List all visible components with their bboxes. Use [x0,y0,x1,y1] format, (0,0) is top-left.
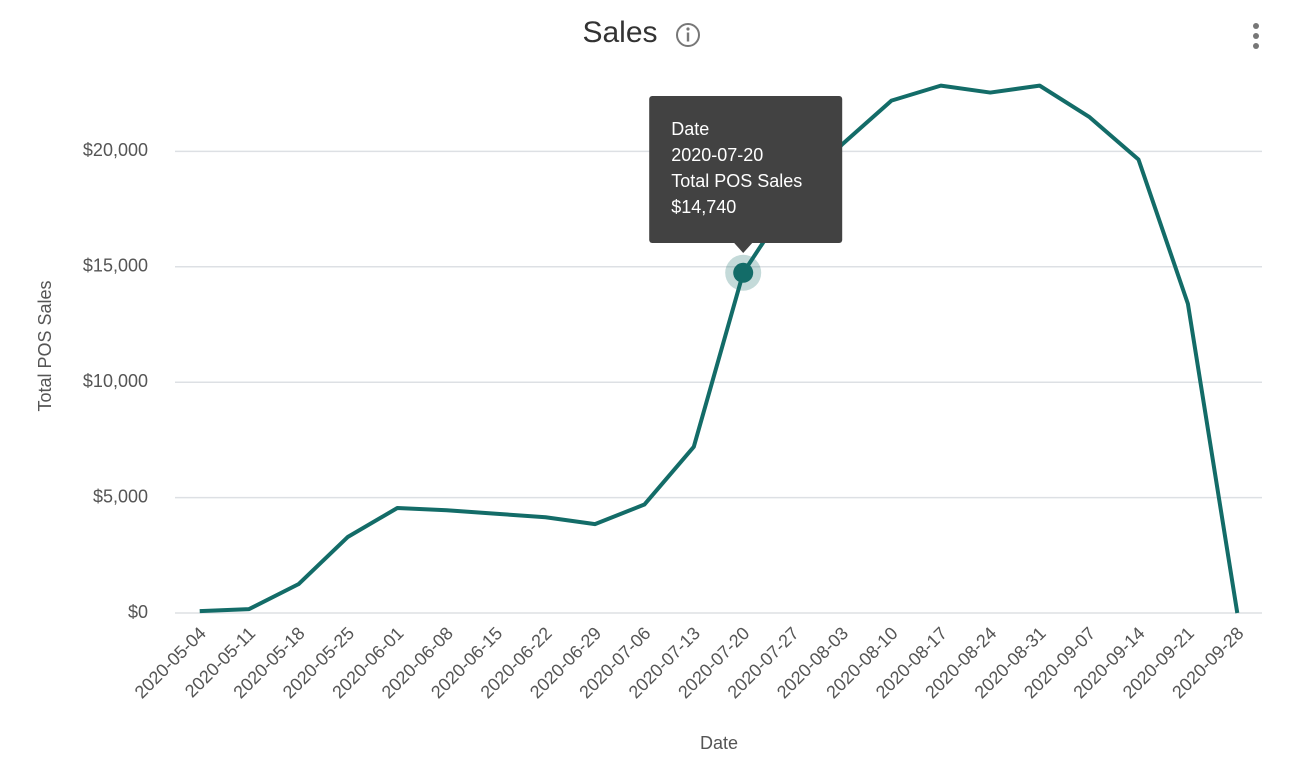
tooltip: Date 2020-07-20 Total POS Sales $14,740 [649,96,843,253]
y-tick-label: $10,000 [83,371,148,391]
tooltip-text: 2020-07-20 [671,145,763,165]
y-axis-title: Total POS Sales [35,280,55,411]
menu-button[interactable] [1253,23,1259,49]
info-bar [686,32,690,42]
menu-dot [1253,33,1259,39]
info-circle [676,23,700,47]
line-series [199,83,1240,614]
info-dot [686,27,690,31]
y-tick-label: $0 [128,602,148,622]
y-tick-label: $15,000 [83,256,148,276]
info-icon[interactable] [676,23,700,47]
chart-title: Sales [582,16,657,49]
menu-dot [1253,23,1259,29]
tooltip-text: $14,740 [671,197,736,217]
tooltip-text: Total POS Sales [671,171,802,191]
y-tick-label: $5,000 [93,486,148,506]
y-tick-label: $20,000 [83,140,148,160]
tooltip-box [649,96,843,243]
tooltip-text: Date [671,119,709,139]
tooltip-pointer [734,243,753,253]
x-axis-title: Date [700,733,738,753]
highlight-point [733,262,754,283]
menu-dot [1253,43,1259,49]
